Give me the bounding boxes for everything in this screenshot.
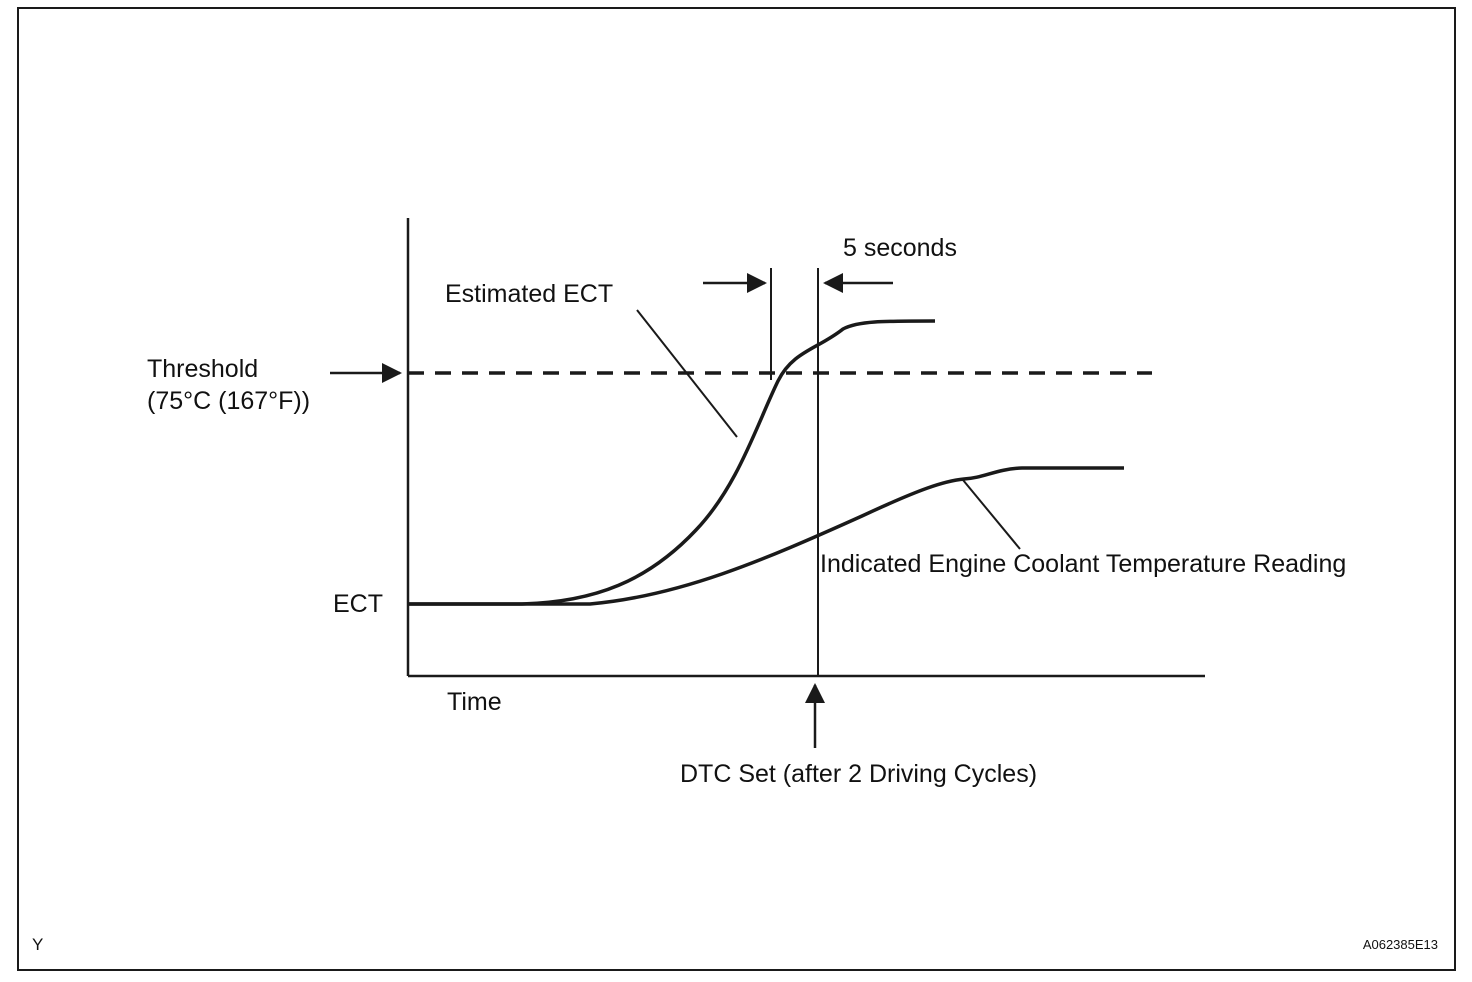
indicated-reading-label: Indicated Engine Coolant Temperature Rea… [820,550,1346,578]
estimated-ect-leader-line [636,309,738,438]
corner-mark-label: Y [32,935,43,954]
five-seconds-label: 5 seconds [843,234,957,262]
dtc-set-label: DTC Set (after 2 Driving Cycles) [680,760,1037,788]
ect-axis-label: ECT [333,590,383,618]
estimated-ect-curve [408,319,936,606]
threshold-label-line2: (75°C (167°F)) [147,387,310,415]
indicated-ect-curve [408,466,1124,606]
figure-code-label: A062385E13 [1363,937,1438,952]
time-axis-label: Time [447,688,502,716]
estimated-ect-label: Estimated ECT [445,280,613,308]
page-border [17,7,1456,971]
threshold-label-line1: Threshold [147,355,258,383]
indicated-reading-leader-line [962,479,1021,550]
